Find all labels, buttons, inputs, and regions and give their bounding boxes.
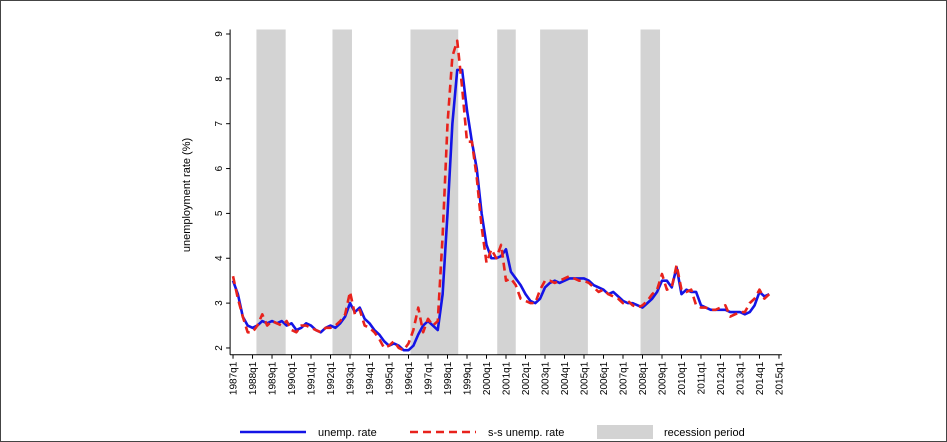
x-tick-label: 2004q1 xyxy=(560,361,571,395)
recession-band xyxy=(497,29,516,355)
x-tick-label: 1988q1 xyxy=(248,361,259,395)
x-tick-label: 1995q1 xyxy=(385,361,396,395)
y-tick-label: 7 xyxy=(214,120,225,126)
x-tick-label: 2014q1 xyxy=(755,361,766,395)
x-tick-label: 2003q1 xyxy=(540,361,551,395)
y-tick-label: 6 xyxy=(214,165,225,171)
x-tick-label: 1992q1 xyxy=(326,361,337,395)
legend-label: s-s unemp. rate xyxy=(488,427,564,439)
x-tick-label: 1996q1 xyxy=(404,361,415,395)
y-tick-label: 8 xyxy=(214,76,225,82)
x-tick-label: 1989q1 xyxy=(268,361,279,395)
series-line xyxy=(231,39,771,352)
x-tick-label: 2006q1 xyxy=(599,361,610,395)
y-tick-label: 4 xyxy=(214,255,225,261)
x-tick-label: 1991q1 xyxy=(307,361,318,395)
x-tick-label: 1987q1 xyxy=(229,361,240,395)
recession-band xyxy=(540,29,588,355)
x-tick-label: 2002q1 xyxy=(521,361,532,395)
x-tick-label: 2015q1 xyxy=(774,361,785,395)
x-tick-label: 1999q1 xyxy=(463,361,474,395)
x-tick-label: 2011q1 xyxy=(696,361,707,394)
recession-band xyxy=(256,29,286,355)
legend-swatch xyxy=(597,425,653,439)
x-tick-label: 2009q1 xyxy=(657,361,668,395)
y-tick-label: 5 xyxy=(214,210,225,216)
legend-label: recession period xyxy=(664,427,745,439)
legend-label: unemp. rate xyxy=(318,427,377,439)
x-tick-label: 2013q1 xyxy=(735,361,746,395)
x-tick-label: 2005q1 xyxy=(579,361,590,395)
x-tick-label: 2001q1 xyxy=(502,361,513,395)
recession-band xyxy=(410,29,459,355)
recession-band xyxy=(332,29,352,355)
x-tick-label: 2012q1 xyxy=(716,361,727,395)
x-tick-label: 1994q1 xyxy=(365,361,376,395)
x-tick-label: 1993q1 xyxy=(346,361,357,395)
x-tick-label: 1998q1 xyxy=(443,361,454,395)
recession-band xyxy=(640,29,661,355)
x-tick-label: 2007q1 xyxy=(618,361,629,395)
y-tick-label: 2 xyxy=(214,345,225,351)
y-tick-label: 3 xyxy=(214,300,225,306)
x-tick-label: 1997q1 xyxy=(424,361,435,395)
y-axis-label: unemployment rate (%) xyxy=(181,138,193,252)
x-tick-label: 2000q1 xyxy=(482,361,493,395)
y-tick-label: 9 xyxy=(214,31,225,37)
x-tick-label: 2010q1 xyxy=(677,361,688,395)
x-tick-label: 2008q1 xyxy=(638,361,649,395)
x-tick-label: 1990q1 xyxy=(287,361,298,395)
